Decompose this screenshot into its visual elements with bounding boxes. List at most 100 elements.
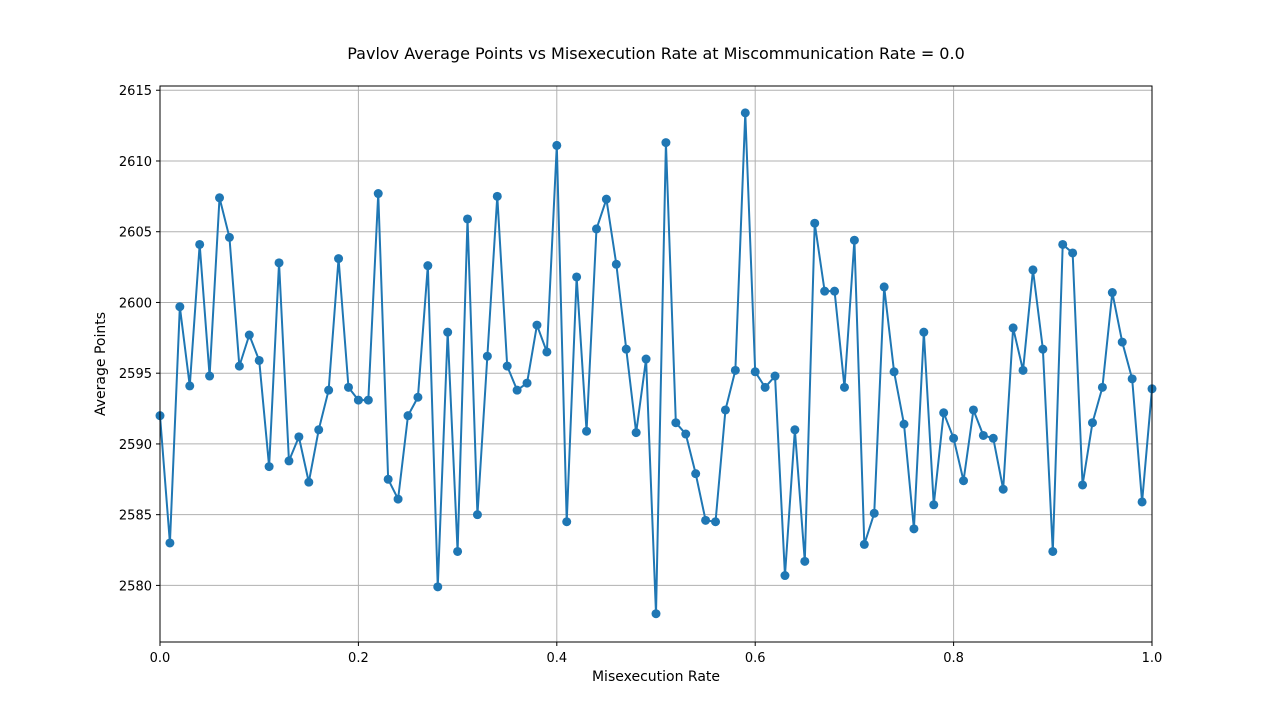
data-point [562, 517, 572, 527]
series-line-group [155, 108, 1157, 619]
data-point [463, 214, 473, 224]
y-tick-label: 2590 [119, 438, 152, 453]
data-point [304, 477, 314, 487]
data-point [909, 524, 919, 534]
y-tick-label: 2605 [119, 226, 152, 241]
x-tick-label: 1.0 [1142, 651, 1163, 666]
data-point [839, 382, 849, 392]
x-tick-label: 0.2 [348, 651, 369, 666]
data-point [1137, 497, 1147, 507]
data-point [334, 254, 344, 264]
x-tick-label: 0.6 [745, 651, 766, 666]
data-point [651, 609, 661, 619]
data-point [1008, 323, 1018, 333]
data-point [1038, 344, 1048, 354]
data-point [403, 411, 413, 421]
data-point [254, 355, 264, 365]
data-point [413, 392, 423, 402]
data-point [988, 433, 998, 443]
data-point [324, 385, 334, 395]
data-point [790, 425, 800, 435]
data-point [1068, 248, 1078, 258]
data-point [175, 302, 185, 312]
data-point [611, 259, 621, 269]
data-point [998, 484, 1008, 494]
data-point [919, 327, 929, 337]
data-point [889, 367, 899, 377]
grid-lines [159, 86, 1153, 642]
data-point [810, 218, 820, 228]
data-point [1107, 288, 1117, 298]
data-point [760, 382, 770, 392]
data-point [1087, 418, 1097, 428]
data-point [711, 517, 721, 527]
data-point [393, 494, 403, 504]
data-point [1097, 382, 1107, 392]
y-tick-label: 2600 [119, 296, 152, 311]
data-point [800, 556, 810, 566]
axis-ticks: 0.0 0.2 0.4 0.6 0.8 1.0 2580 2585 2590 2595 2600 26… [119, 84, 1162, 666]
data-point [641, 354, 651, 364]
data-point [959, 476, 969, 486]
data-point [383, 474, 393, 484]
y-axis-label: Average Points [93, 312, 109, 416]
data-point [284, 456, 294, 466]
data-point [830, 286, 840, 296]
data-point [929, 500, 939, 510]
data-point [1048, 546, 1058, 556]
x-tick-label: 0.4 [546, 651, 567, 666]
data-point [512, 385, 522, 395]
data-point [165, 538, 175, 548]
data-point [879, 282, 889, 292]
y-tick-label: 2585 [119, 509, 152, 524]
data-point [195, 239, 205, 249]
data-point [205, 371, 215, 381]
data-point [482, 351, 492, 361]
data-point [1117, 337, 1127, 347]
data-point [492, 191, 502, 201]
data-point [601, 194, 611, 204]
data-point [522, 378, 532, 388]
data-point [373, 189, 383, 199]
data-point [978, 430, 988, 440]
data-point [730, 365, 740, 375]
data-point [433, 582, 443, 592]
data-point [423, 261, 433, 271]
data-point [453, 546, 463, 556]
x-tick-label: 0.0 [150, 651, 171, 666]
x-tick-label: 0.8 [943, 651, 964, 666]
data-point [1058, 239, 1068, 249]
data-point [294, 432, 304, 442]
data-point [770, 371, 780, 381]
y-tick-label: 2580 [119, 579, 152, 594]
data-point [869, 508, 879, 518]
y-tick-label: 2595 [119, 367, 152, 382]
data-point [899, 419, 909, 429]
data-point [552, 140, 562, 150]
data-point [234, 361, 244, 371]
data-point [572, 272, 582, 282]
data-point [1078, 480, 1088, 490]
data-point [542, 347, 552, 357]
data-point [264, 462, 274, 472]
data-point [343, 382, 353, 392]
series-line [159, 111, 1153, 615]
data-point [244, 330, 254, 340]
data-point [363, 395, 373, 405]
plot-frame [159, 85, 1153, 643]
data-point [701, 515, 711, 525]
data-point [1028, 265, 1038, 275]
data-point [750, 367, 760, 377]
data-point [443, 327, 453, 337]
data-point [591, 224, 601, 234]
data-point [720, 405, 730, 415]
data-point [1127, 374, 1137, 384]
data-point [661, 138, 671, 148]
data-point [1018, 365, 1028, 375]
data-point [215, 193, 225, 203]
data-point [671, 418, 681, 428]
data-point [353, 395, 363, 405]
data-point [472, 510, 482, 520]
chart-title: Pavlov Average Points vs Misexecution Ra… [347, 44, 965, 63]
